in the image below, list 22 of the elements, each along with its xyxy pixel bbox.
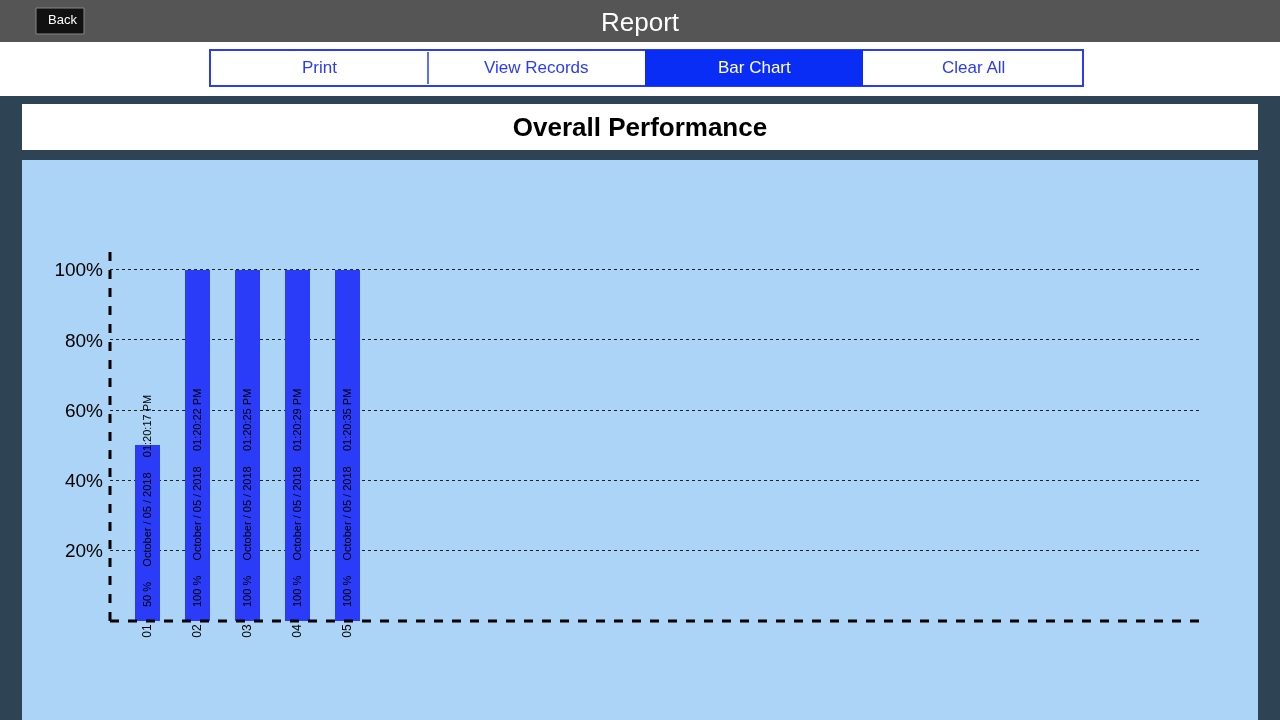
y-tick-label: 80% — [64, 329, 104, 351]
data-label: 100 % October / 05 / 2018 01:20:25 PM — [241, 388, 253, 607]
y-tick-label: 20% — [64, 540, 104, 562]
text: Report — [601, 7, 680, 37]
y-tick-label: 100% — [54, 259, 104, 281]
x-tick-label: 05 — [339, 624, 354, 638]
text: View Records — [484, 58, 589, 77]
text: Clear All — [942, 58, 1006, 77]
text: Print — [302, 58, 338, 77]
text: Back — [48, 12, 78, 27]
y-tick-label: 40% — [64, 470, 104, 492]
data-label: 100 % October / 05 / 2018 01:20:22 PM — [191, 388, 203, 607]
x-tick-label: 03 — [239, 624, 254, 638]
x-tick-label: 02 — [189, 624, 204, 638]
data-label: 100 % October / 05 / 2018 01:20:35 PM — [341, 388, 353, 607]
y-tick-label: 60% — [64, 399, 104, 421]
data-label: 50 % October / 05 / 2018 01:20:17 PM — [141, 394, 153, 607]
text: Bar Chart — [718, 58, 792, 77]
chart-title: Overall Performance — [512, 112, 768, 143]
x-tick-label: 04 — [289, 624, 304, 638]
data-label: 100 % October / 05 / 2018 01:20:29 PM — [291, 388, 303, 607]
x-tick-label: 01 — [139, 624, 154, 638]
